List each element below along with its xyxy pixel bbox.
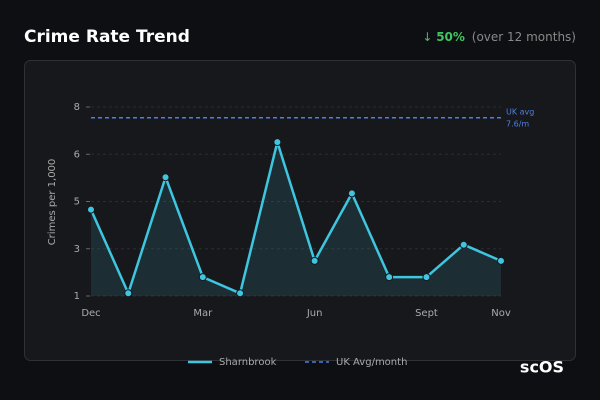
point	[347, 189, 356, 198]
area	[91, 142, 501, 296]
change-arrow: ↓	[422, 30, 432, 44]
change-period: (over 12 months)	[472, 30, 576, 44]
line	[89, 140, 502, 295]
point	[236, 289, 245, 298]
y-axis-label: Crimes per 1,000	[47, 159, 58, 246]
point	[459, 240, 468, 249]
point	[422, 273, 431, 282]
y-tick-label: 1	[74, 291, 80, 302]
y-tick-label: 5	[74, 197, 80, 208]
x-tick-label: Nov	[491, 308, 511, 319]
point	[273, 138, 282, 147]
x-tick-label: Jun	[306, 308, 323, 319]
point	[87, 205, 95, 214]
point	[198, 273, 207, 282]
y-tick-label: 3	[74, 244, 80, 255]
x-tick-label: Dec	[81, 308, 100, 319]
title: Crime Rate Trend	[24, 27, 190, 47]
x-tick-label: Sept	[415, 308, 438, 319]
change-value: 50%	[436, 30, 465, 44]
point	[385, 273, 394, 282]
plot: 1 3 5 6 8 Dec Mar Jun Sept Nov UK avg 7.6/m Sharnbro…	[74, 102, 535, 368]
y-tick-label: 6	[74, 149, 80, 160]
y-tick-label: 8	[74, 102, 80, 113]
change-summary: ↓ 50% (over 12 months)	[422, 30, 576, 44]
reference-label: 7.6/m	[506, 119, 529, 128]
point	[497, 256, 505, 265]
point	[124, 289, 133, 298]
logo: scOS	[520, 358, 564, 377]
x-tick-label: Mar	[193, 308, 213, 319]
reference-label: UK avg	[506, 107, 534, 116]
legend-label: Sharnbrook	[219, 357, 277, 368]
legend-label: UK Avg/month	[336, 357, 407, 368]
point	[161, 173, 170, 182]
point	[310, 256, 319, 265]
